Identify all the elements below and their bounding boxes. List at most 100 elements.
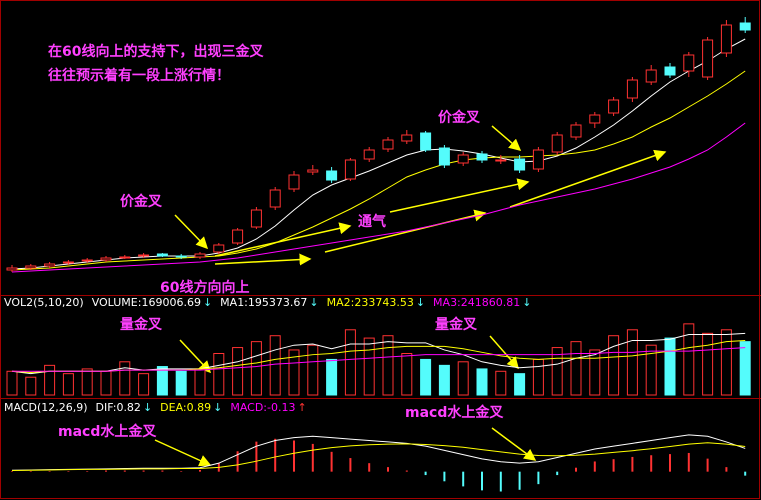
ma-line: [11, 442, 746, 472]
annotation-arrows: [154, 125, 667, 467]
volume-bar: [457, 361, 469, 396]
volume-bar: [382, 335, 394, 396]
annotation: macd水上金叉: [405, 404, 504, 421]
volume-bar: [702, 332, 714, 396]
candle-body: [608, 99, 620, 114]
volume-bar: [269, 335, 281, 396]
indicator-arrow: ↓: [416, 296, 425, 309]
candle-body: [551, 134, 563, 153]
arrow: [491, 125, 522, 151]
volume-bar: [438, 364, 450, 396]
candle-body: [514, 158, 526, 171]
arrow: [174, 214, 209, 250]
candle-body: [25, 265, 37, 269]
candle-body: [269, 189, 281, 208]
candle-body: [683, 54, 695, 72]
arrow: [214, 253, 312, 266]
candle-body: [194, 253, 206, 258]
volume-bar: [44, 364, 56, 396]
candle-body: [420, 132, 432, 151]
annotation: 通气: [358, 213, 386, 230]
volume-bar: [100, 370, 112, 396]
arrow: [214, 222, 352, 257]
volume-bar: [156, 366, 168, 396]
candle-body: [6, 267, 18, 271]
volume-bar: [476, 368, 488, 396]
volume-bar: [307, 344, 319, 396]
candle-body: [382, 139, 394, 150]
candle-body: [476, 153, 488, 161]
candle-body: [702, 39, 714, 78]
arrow: [509, 149, 667, 208]
ma-line: [12, 347, 746, 372]
indicator-label: VOL2(5,10,20): [4, 296, 84, 309]
volume-bar: [720, 329, 732, 396]
indicator-label: VOLUME:169006.69: [92, 296, 201, 309]
volume-bar: [739, 341, 751, 396]
candle-body: [438, 147, 450, 166]
indicator-arrow: ↓: [309, 296, 318, 309]
volume-bar: [401, 353, 413, 396]
volume-bar: [344, 329, 356, 396]
volume-bar: [194, 368, 206, 396]
indicator-label: DEA:0.89: [160, 401, 211, 414]
volume-bar: [250, 341, 262, 396]
volume-bar: [495, 370, 507, 396]
candle-body: [232, 229, 244, 244]
volume-bar: [645, 344, 657, 396]
volume-bar: [326, 358, 338, 396]
volume-bar: [175, 370, 187, 396]
volume-bar: [119, 361, 131, 396]
volume-bar: [6, 370, 18, 396]
volume-bar: [664, 337, 676, 396]
volume-bar: [626, 329, 638, 396]
annotation: macd水上金叉: [58, 423, 157, 440]
volume-bar: [514, 373, 526, 396]
candle-body: [570, 124, 582, 138]
candle-body: [213, 244, 225, 253]
volume-bar: [138, 373, 150, 396]
volume-bar: [288, 349, 300, 396]
indicator-arrow: ↓: [213, 401, 222, 414]
annotation: 在60线向上的支持下，出现三金叉: [48, 43, 264, 60]
arrow: [389, 178, 530, 213]
volume-bar: [363, 337, 375, 396]
candle-body: [645, 69, 657, 83]
indicator-label: MA1:195373.67: [220, 296, 307, 309]
ma-line: [11, 38, 746, 270]
annotation: 价金叉: [438, 109, 481, 126]
volume-bar: [532, 358, 544, 396]
annotation: 量金叉: [435, 316, 478, 333]
candle-body: [100, 257, 112, 261]
indicator-label: MA3:241860.81: [433, 296, 520, 309]
indicator-arrow: ↑: [297, 401, 306, 414]
candle-body: [44, 263, 56, 267]
indicator-label: MA2:233743.53: [327, 296, 414, 309]
candle-body: [62, 261, 74, 264]
candle-body: [119, 256, 131, 259]
candle-body: [288, 174, 300, 190]
annotation: 量金叉: [120, 316, 163, 333]
candle-body: [720, 24, 732, 54]
candle-body: [156, 253, 168, 257]
candle-body: [307, 169, 319, 173]
candle-body: [495, 159, 507, 162]
annotation: 往往预示着有一段上涨行情！: [48, 67, 230, 84]
candle-body: [532, 149, 544, 170]
arrow: [154, 439, 212, 467]
volume-bar: [213, 353, 225, 396]
candle-body: [363, 149, 375, 160]
indicator-label: MACD(12,26,9): [4, 401, 88, 414]
annotation: 价金叉: [120, 193, 163, 210]
candle-body: [326, 170, 338, 181]
annotation: 60线方向向上: [160, 279, 249, 296]
candle-body: [81, 259, 93, 262]
candle-body: [175, 255, 187, 258]
candle-body: [250, 209, 262, 228]
candle-body: [664, 66, 676, 76]
arrow: [324, 209, 487, 253]
volume-bar: [551, 347, 563, 396]
ma-line: [11, 70, 746, 271]
volume-bar: [420, 358, 432, 396]
